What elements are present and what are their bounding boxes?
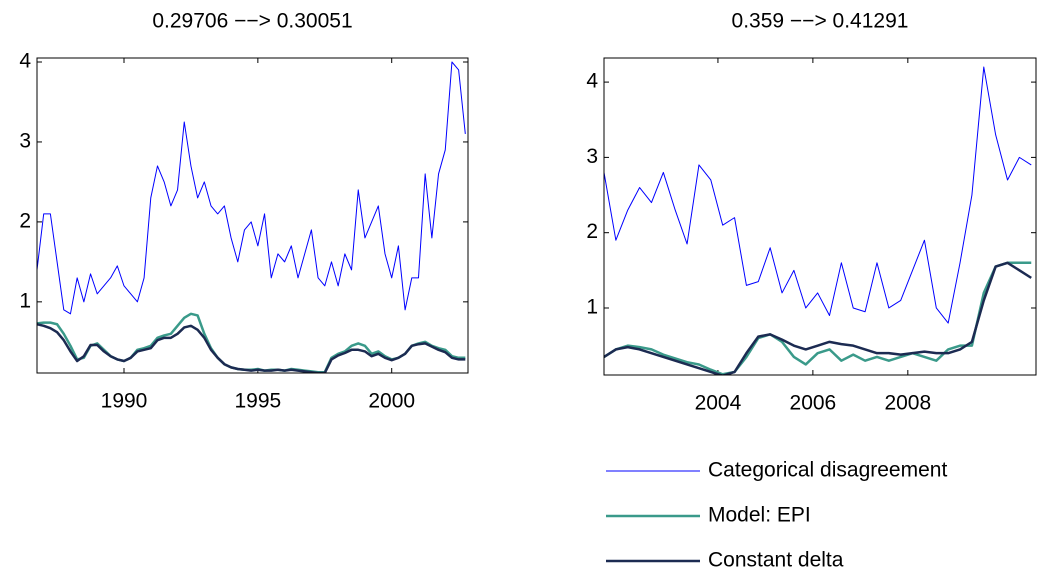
legend-label: Model: EPI: [708, 504, 811, 527]
plot-frame: [36, 57, 469, 374]
chart-title: 0.359 −−> 0.41291: [732, 10, 909, 33]
legend-label: Constant delta: [708, 549, 844, 572]
series-line: [604, 261, 1032, 375]
series-line: [37, 61, 466, 315]
plot-frame: [603, 57, 1037, 376]
series-line: [604, 261, 1032, 375]
x-tick-label: 2008: [884, 392, 931, 415]
y-tick-label: 2: [586, 220, 598, 243]
x-tick-label: 2004: [695, 392, 742, 415]
y-tick-label: 1: [586, 296, 598, 319]
y-tick-label: 3: [586, 145, 598, 168]
x-tick-label: 2000: [368, 390, 415, 413]
plot-0: 0.29706 −−> 0.30051 1 2 3 4 1990 1995 2000: [19, 10, 469, 413]
legend-label: Categorical disagreement: [708, 459, 947, 482]
y-tick-label: 4: [586, 70, 598, 93]
series-group: [604, 66, 1032, 375]
y-tick-label: 1: [19, 289, 31, 312]
x-tick-label: 2006: [790, 392, 837, 415]
plot-1: 0.359 −−> 0.41291 1 2 3 4 2004 2006 2008 Categor…: [586, 10, 1037, 572]
series-group: [37, 61, 466, 373]
y-tick-label: 4: [19, 50, 31, 73]
x-tick-label: 1995: [234, 390, 281, 413]
chart-title: 0.29706 −−> 0.30051: [152, 10, 352, 33]
y-tick-label: 2: [19, 209, 31, 232]
series-line: [37, 323, 466, 373]
x-tick-label: 1990: [101, 390, 148, 413]
series-line: [37, 312, 466, 373]
series-line: [604, 66, 1032, 324]
y-tick-label: 3: [19, 129, 31, 152]
